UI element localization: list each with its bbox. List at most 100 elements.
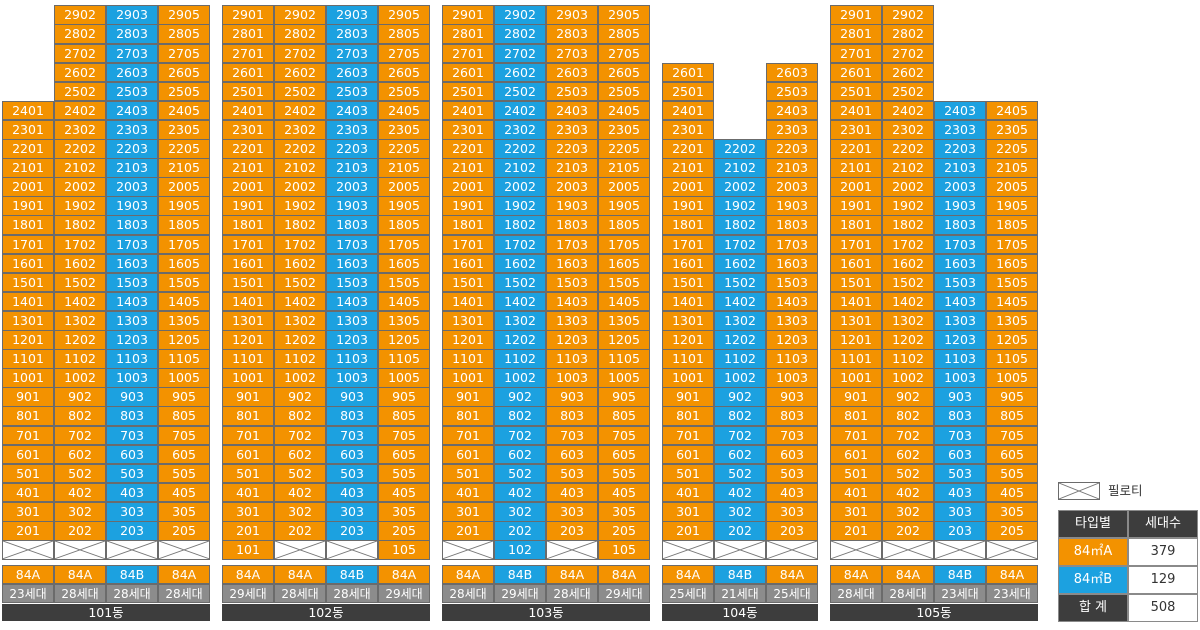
unit-cell: 1205 xyxy=(986,330,1038,350)
unit-cell: 1401 xyxy=(662,291,714,312)
unit-cell: 1503 xyxy=(326,272,378,293)
unit-cell: 2003 xyxy=(934,177,986,197)
type-label: 84A xyxy=(662,565,714,584)
unit-cell: 1202 xyxy=(882,330,934,350)
unit-cell: 2002 xyxy=(54,177,106,197)
unit-cell: 2902 xyxy=(274,5,326,25)
unit-cell: 2002 xyxy=(274,177,326,197)
unit-cell: 203 xyxy=(326,521,378,541)
unit-cell: 705 xyxy=(378,425,430,446)
unit-cell: 2605 xyxy=(378,62,430,83)
unit-cell: 2101 xyxy=(2,158,54,178)
unit-cell: 801 xyxy=(2,406,54,427)
unit-cell: 1002 xyxy=(882,368,934,388)
unit-cell: 1601 xyxy=(662,253,714,274)
household-count: 28세대 xyxy=(830,584,882,603)
unit-cell: 1905 xyxy=(598,196,650,216)
unit-cell: 1103 xyxy=(546,349,598,369)
unit-cell: 202 xyxy=(494,521,546,541)
unit-cell: 502 xyxy=(494,463,546,484)
unit-cell: 701 xyxy=(830,425,882,446)
unit-cell: 205 xyxy=(598,521,650,541)
unit-cell: 1005 xyxy=(598,368,650,388)
unit-cell: 503 xyxy=(106,463,158,484)
unit-cell: 1605 xyxy=(986,253,1038,274)
unit-cell: 1502 xyxy=(274,272,326,293)
type-label: 84A xyxy=(598,565,650,584)
unit-cell: 2401 xyxy=(442,100,494,121)
unit-cell: 1401 xyxy=(2,291,54,312)
household-count: 29세대 xyxy=(598,584,650,603)
unit-cell: 2703 xyxy=(546,43,598,64)
pilotis-cell xyxy=(714,540,766,560)
pilotis-cell xyxy=(54,540,106,560)
unit-cell: 2102 xyxy=(54,158,106,178)
unit-cell: 705 xyxy=(986,425,1038,446)
unit-cell: 1101 xyxy=(662,349,714,369)
unit-cell: 2301 xyxy=(2,119,54,140)
unit-cell: 2202 xyxy=(274,139,326,159)
unit-cell: 2302 xyxy=(882,119,934,140)
unit-cell: 1505 xyxy=(986,272,1038,293)
unit-cell: 2503 xyxy=(326,81,378,102)
unit-cell: 801 xyxy=(222,406,274,427)
type-label: 84A xyxy=(986,565,1038,584)
unit-cell: 1203 xyxy=(766,330,818,350)
unit-cell: 603 xyxy=(766,444,818,465)
household-count: 23세대 xyxy=(2,584,54,603)
unit-cell: 403 xyxy=(106,482,158,503)
pilotis-cell xyxy=(2,540,54,560)
unit-cell: 2501 xyxy=(830,81,882,102)
unit-cell: 303 xyxy=(766,501,818,522)
unit-cell: 501 xyxy=(222,463,274,484)
unit-cell: 2401 xyxy=(222,100,274,121)
household-count: 21세대 xyxy=(714,584,766,603)
building-name: 102동 xyxy=(222,604,430,621)
unit-cell: 2602 xyxy=(882,62,934,83)
unit-cell: 2205 xyxy=(986,139,1038,159)
building-name: 104동 xyxy=(662,604,818,621)
type-label: 84B xyxy=(494,565,546,584)
unit-cell: 2801 xyxy=(830,24,882,45)
unit-cell: 2601 xyxy=(442,62,494,83)
unit-cell: 501 xyxy=(662,463,714,484)
unit-cell: 1903 xyxy=(546,196,598,216)
unit-cell: 2502 xyxy=(274,81,326,102)
unit-cell: 802 xyxy=(714,406,766,427)
unit-cell: 503 xyxy=(934,463,986,484)
unit-cell: 505 xyxy=(158,463,210,484)
unit-cell: 2802 xyxy=(54,24,106,45)
unit-cell: 1703 xyxy=(326,234,378,255)
pilotis-cell xyxy=(106,540,158,560)
unit-cell: 2101 xyxy=(662,158,714,178)
unit-cell: 1202 xyxy=(714,330,766,350)
unit-cell: 1505 xyxy=(378,272,430,293)
unit-cell: 2705 xyxy=(378,43,430,64)
unit-cell: 501 xyxy=(2,463,54,484)
unit-cell: 1605 xyxy=(598,253,650,274)
unit-cell: 203 xyxy=(766,521,818,541)
unit-cell: 901 xyxy=(662,387,714,407)
unit-cell: 2303 xyxy=(934,119,986,140)
unit-cell: 1602 xyxy=(882,253,934,274)
unit-cell: 1001 xyxy=(442,368,494,388)
pilotis-cell xyxy=(442,540,494,560)
unit-cell: 1603 xyxy=(546,253,598,274)
unit-cell: 202 xyxy=(714,521,766,541)
unit-cell: 702 xyxy=(494,425,546,446)
unit-cell: 701 xyxy=(222,425,274,446)
unit-cell: 2803 xyxy=(106,24,158,45)
unit-cell: 301 xyxy=(2,501,54,522)
unit-cell: 105 xyxy=(378,540,430,560)
unit-cell: 502 xyxy=(274,463,326,484)
unit-cell: 1603 xyxy=(934,253,986,274)
unit-cell: 903 xyxy=(934,387,986,407)
type-label: 84A xyxy=(546,565,598,584)
unit-cell: 1603 xyxy=(326,253,378,274)
legend-count-84b: 129 xyxy=(1128,566,1198,594)
unit-cell: 905 xyxy=(986,387,1038,407)
unit-cell: 2401 xyxy=(662,100,714,121)
household-count: 28세대 xyxy=(882,584,934,603)
legend-row-84b: 84㎡B 129 xyxy=(1058,566,1198,594)
unit-cell: 1402 xyxy=(494,291,546,312)
